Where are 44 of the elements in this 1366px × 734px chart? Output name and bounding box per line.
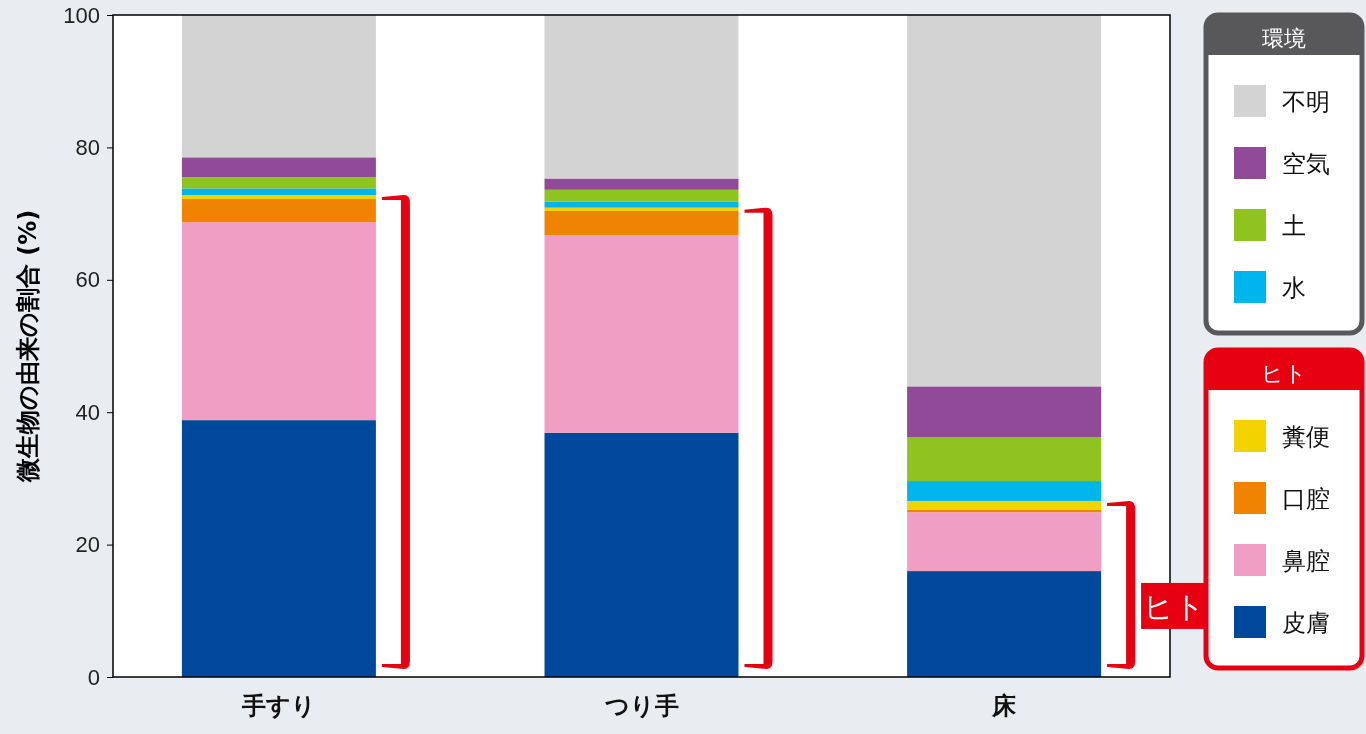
bar bbox=[544, 15, 739, 179]
legend-label: 糞便 bbox=[1282, 423, 1330, 451]
legend-label: 鼻腔 bbox=[1282, 547, 1330, 575]
bar bbox=[544, 235, 739, 433]
bar bbox=[181, 195, 376, 200]
bar bbox=[907, 571, 1102, 677]
bar bbox=[907, 512, 1102, 572]
legend-label: 土 bbox=[1282, 212, 1306, 240]
y-tick-label: 20 bbox=[75, 532, 100, 558]
bar bbox=[181, 15, 376, 158]
text: 環境 bbox=[1262, 26, 1306, 51]
bar bbox=[181, 420, 376, 677]
bar bbox=[544, 178, 739, 190]
legend-label: 皮膚 bbox=[1282, 609, 1330, 637]
bar bbox=[544, 201, 739, 208]
y-tick-label: 80 bbox=[75, 134, 100, 160]
bar bbox=[544, 189, 739, 202]
legend-label: 不明 bbox=[1282, 88, 1330, 116]
bar bbox=[544, 432, 739, 677]
bar bbox=[907, 437, 1102, 482]
bar bbox=[907, 15, 1102, 387]
annotation: ヒト bbox=[1143, 588, 1206, 624]
bar bbox=[181, 157, 376, 178]
bar bbox=[181, 188, 376, 196]
y-tick-label: 0 bbox=[87, 664, 100, 690]
legend-label: 空気 bbox=[1282, 150, 1330, 178]
bar bbox=[181, 199, 376, 223]
x-tick-label: 手すり bbox=[240, 692, 316, 719]
bar bbox=[544, 210, 739, 236]
y-axis-title: 微生物の由来の割合 (%) bbox=[14, 209, 42, 484]
bar bbox=[907, 386, 1102, 438]
bar bbox=[907, 500, 1102, 510]
x-tick-label: つり手 bbox=[604, 692, 679, 719]
x-tick-label: 床 bbox=[991, 692, 1018, 719]
y-tick-label: 40 bbox=[75, 399, 100, 425]
bar bbox=[181, 177, 376, 189]
bar bbox=[907, 481, 1102, 501]
y-tick-label: 60 bbox=[75, 267, 100, 293]
bar bbox=[544, 207, 739, 211]
bar bbox=[181, 222, 376, 421]
text: ヒト bbox=[1261, 361, 1307, 386]
legend-label: 口腔 bbox=[1282, 485, 1330, 513]
y-tick-label: 100 bbox=[63, 2, 100, 28]
legend-label: 水 bbox=[1282, 274, 1306, 302]
